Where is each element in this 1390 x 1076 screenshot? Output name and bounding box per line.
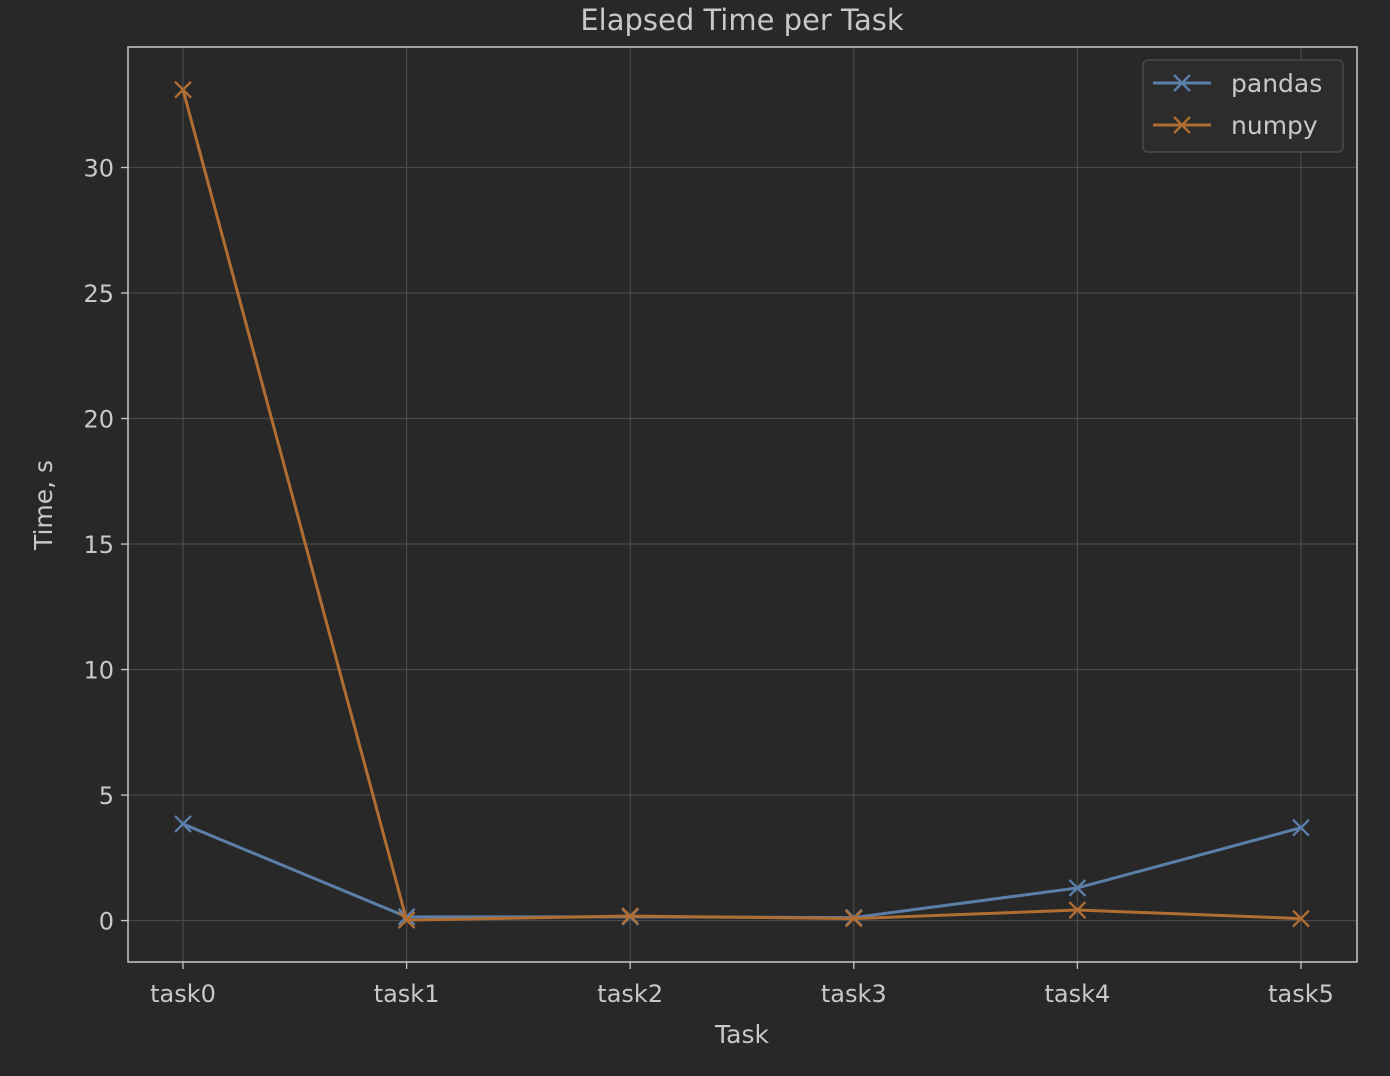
- marker-stroke: [174, 80, 192, 99]
- x-tick-label: task3: [821, 980, 887, 1008]
- x-tick-label: task0: [150, 980, 216, 1008]
- marker-stroke: [397, 911, 416, 929]
- marker-stroke: [621, 907, 640, 925]
- legend-label: pandas: [1231, 69, 1322, 98]
- grid: [128, 47, 1357, 962]
- numpy-point: [174, 80, 192, 99]
- x-tick-label: task5: [1268, 980, 1334, 1008]
- y-tick-label: 15: [83, 531, 114, 559]
- numpy-point: [1292, 909, 1310, 928]
- pandas-point: [1292, 818, 1310, 837]
- y-tick-label: 25: [83, 280, 114, 308]
- chart-title: Elapsed Time per Task: [580, 3, 904, 37]
- x-tick-label: task1: [374, 980, 440, 1008]
- y-tick-label: 0: [99, 908, 114, 936]
- y-tick-label: 10: [83, 657, 114, 685]
- y-tick-label: 5: [99, 782, 114, 810]
- y-tick-label: 30: [83, 154, 114, 182]
- y-axis-label: Time, s: [29, 460, 58, 551]
- pandas-point: [1068, 879, 1087, 897]
- marker-stroke: [1173, 74, 1191, 92]
- series-pandas: [174, 815, 1310, 927]
- numpy-point: [397, 911, 416, 929]
- y-axis-ticks: 0 5 10 15 20 25 30: [83, 154, 128, 936]
- pandas-line: [182, 822, 1302, 920]
- x-axis-label: Task: [714, 1020, 769, 1049]
- legend: pandas numpy: [1142, 59, 1344, 153]
- numpy-point: [844, 909, 863, 928]
- marker-stroke: [844, 909, 863, 928]
- series-numpy: [174, 80, 1310, 929]
- marker-stroke: [1068, 901, 1087, 919]
- legend-marker: [1173, 74, 1191, 92]
- marker-stroke: [1292, 909, 1310, 928]
- marker-stroke: [1292, 818, 1310, 837]
- x-axis-ticks: task0 task1 task2 task3 task4 task5: [150, 962, 1334, 1008]
- legend-item-numpy: numpy: [1153, 111, 1318, 140]
- x-tick-label: task4: [1045, 980, 1111, 1008]
- pandas-point: [174, 815, 192, 833]
- y-tick-label: 20: [83, 406, 114, 434]
- plot-area: [127, 46, 1358, 963]
- numpy-line: [181, 89, 1302, 922]
- numpy-point: [1068, 901, 1087, 919]
- marker-stroke: [1173, 116, 1191, 134]
- legend-marker: [1173, 116, 1191, 134]
- legend-item-pandas: pandas: [1153, 69, 1322, 98]
- series-layer: [174, 80, 1310, 929]
- numpy-point: [621, 907, 640, 925]
- legend-label: numpy: [1231, 111, 1318, 140]
- marker-stroke: [1068, 879, 1087, 897]
- x-tick-label: task2: [597, 980, 663, 1008]
- marker-stroke: [174, 815, 192, 833]
